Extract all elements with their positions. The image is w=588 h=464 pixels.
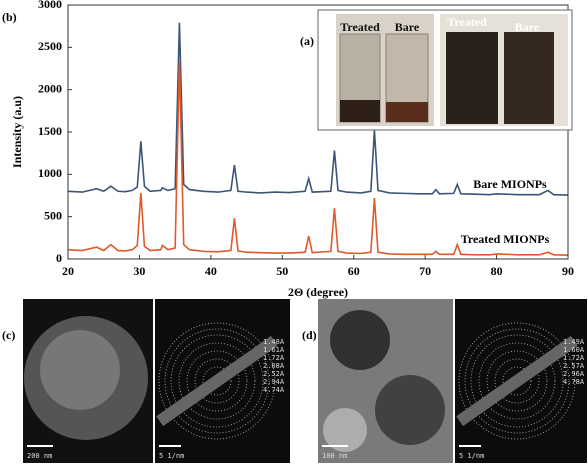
diffraction-ring: [202, 366, 232, 396]
y-tick-label: 2500: [38, 39, 62, 53]
diffraction-ring: [494, 358, 540, 404]
y-tick-label: 2000: [38, 81, 62, 95]
y-tick-label: 500: [44, 208, 62, 222]
photo: [440, 14, 568, 126]
photo-labels: Treated Bare Treated Bare: [340, 15, 540, 34]
d-spacing: 2.57A: [563, 362, 585, 370]
plot-frame: [67, 4, 569, 260]
d-spacing: 2.08A: [263, 362, 285, 370]
panel-label: (d): [302, 328, 317, 342]
d-spacing: 1.72A: [563, 354, 585, 362]
diffraction-ring: [194, 358, 240, 404]
legend-entry: Treated MIONPs: [461, 232, 550, 246]
d-spacing: 4.74A: [263, 386, 285, 394]
d-spacing: 1.61A: [263, 346, 285, 354]
series-line: [67, 61, 569, 256]
y-tick-label: 1000: [38, 166, 62, 180]
diffraction-ring: [486, 350, 548, 412]
d-spacing: 1.48A: [263, 338, 285, 346]
d-spacing: 4.78A: [563, 378, 585, 386]
scale-label: 5 1/nm: [159, 452, 184, 460]
diffraction-ring: [458, 322, 576, 440]
series-line: [67, 22, 569, 196]
vial: [504, 32, 554, 124]
diffraction-ring: [158, 322, 276, 440]
sediment: [386, 102, 428, 122]
x-tick-label: 60: [348, 264, 360, 278]
diffraction-ring: [478, 342, 556, 420]
photo-label: Treated: [340, 20, 380, 34]
y-tick-label: 1500: [38, 124, 62, 138]
d-spacing: 1.72A: [263, 354, 285, 362]
d-spacing: 1.60A: [563, 346, 585, 354]
y-tick-label: 0: [56, 251, 62, 265]
d-spacing: 1.49A: [563, 338, 585, 346]
tem-panels: (c)1.48A1.61A1.72A2.08A2.52A2.94A4.74A20…: [2, 299, 587, 463]
x-tick-label: 40: [205, 264, 217, 278]
diffraction-ring: [186, 350, 248, 412]
sediment: [340, 100, 380, 122]
diffraction-ring: [470, 334, 564, 428]
tem-texture: [375, 375, 445, 445]
x-tick-label: 80: [491, 264, 503, 278]
legend-entry: Bare MIONPs: [473, 177, 547, 191]
tem-texture: [323, 408, 367, 452]
x-tick-label: 90: [562, 264, 574, 278]
photo: [336, 14, 434, 126]
photo-label: Treated: [447, 15, 487, 29]
x-axis-label: 2Θ (degree): [288, 285, 348, 299]
d-spacing: 2.94A: [263, 378, 285, 386]
inset-label: (a): [300, 34, 314, 48]
tem-texture: [330, 310, 390, 370]
d-spacing: 2.52A: [263, 370, 285, 378]
x-tick-label: 30: [133, 264, 145, 278]
diffraction-ring: [178, 342, 256, 420]
scale-label: 5 1/nm: [459, 452, 484, 460]
diffraction-ring: [502, 366, 532, 396]
photo-label: Bare: [515, 20, 540, 34]
diffraction-ring: [170, 334, 264, 428]
y-axis-label: Intensity (a.u): [10, 96, 24, 168]
tem-texture: [40, 330, 120, 410]
diffraction-ring: [464, 328, 570, 434]
beam-stop: [156, 335, 278, 427]
x-tick-label: 20: [62, 264, 74, 278]
vial: [446, 32, 498, 124]
y-tick-label: 3000: [38, 0, 62, 11]
photo-label: Bare: [395, 20, 420, 34]
panel-label: (c): [2, 328, 15, 342]
scale-label: 200 nm: [27, 452, 52, 460]
x-tick-label: 70: [419, 264, 431, 278]
d-spacing: 2.96A: [563, 370, 585, 378]
plot: 0 500 1000 1500 2000 2500 3000 20 30 40 50 60 70 80 90: [38, 0, 574, 278]
scale-label: 100 nm: [322, 452, 347, 460]
x-tick-label: 50: [276, 264, 288, 278]
panel-label: (b): [2, 10, 17, 24]
beam-stop: [456, 335, 578, 427]
diffraction-ring: [164, 328, 270, 434]
